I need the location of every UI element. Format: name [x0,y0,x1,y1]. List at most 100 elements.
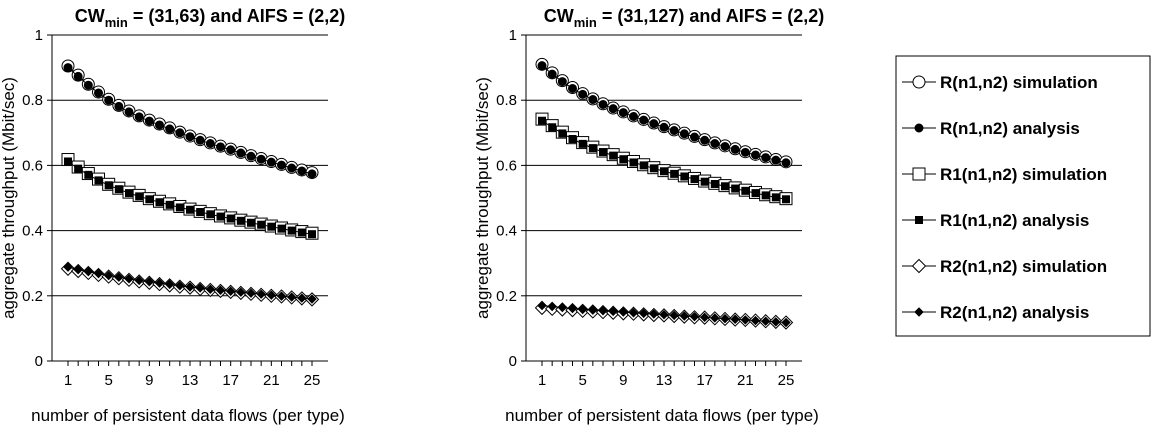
x-tick-label: 13 [182,372,199,389]
data-point [297,166,307,176]
data-point [64,157,72,166]
y-tick-label: 0.8 [496,92,517,109]
data-point [568,134,577,143]
legend-marker [914,307,924,317]
data-point [771,193,780,202]
data-point [731,184,740,193]
data-point [195,135,205,145]
data-point [216,212,225,221]
data-point [578,89,588,99]
data-point [538,116,546,125]
data-point [588,95,598,105]
legend-entry: R1(n1,n2) simulation [902,165,1107,184]
data-point [578,139,587,148]
data-point [567,303,578,314]
legend-marker [912,167,926,181]
legend-box [895,55,1151,337]
x-tick-label: 9 [145,372,153,389]
y-tick-label: 0.6 [22,157,43,174]
x-tick-label: 5 [104,372,112,389]
y-tick-label: 0.6 [496,157,517,174]
legend-entry: R(n1,n2) analysis [902,119,1080,138]
x-tick-label: 21 [263,372,280,389]
data-point [287,226,296,235]
data-point [154,278,165,288]
data-point [226,214,235,223]
y-tick-label: 1 [35,27,43,44]
legend-entry: R(n1,n2) simulation [902,73,1098,92]
x-tick-label: 5 [578,372,586,389]
data-point [256,154,266,164]
data-point [750,315,761,326]
data-point [73,265,83,275]
y-tick-label: 0.2 [22,288,43,305]
data-point [599,148,607,157]
legend-marker [911,258,927,274]
data-point [547,69,557,79]
data-point [195,283,205,293]
data-point [215,285,226,295]
data-point [558,129,567,138]
legend-label: R(n1,n2) analysis [940,119,1080,138]
chart-title-subscript: min [105,15,128,30]
y-axis-label: aggregate throughput (Mbit/sec) [0,77,18,319]
data-point [73,71,83,81]
data-point [740,315,751,325]
data-point [690,175,699,184]
data-point [721,182,729,191]
data-point [145,195,154,204]
data-point [700,177,709,186]
data-point [700,135,710,145]
data-point [659,122,669,132]
data-point [297,228,306,237]
series-diamond-filled [63,262,317,304]
data-point [629,112,638,121]
data-point [639,115,649,125]
data-point [308,230,316,239]
data-point [297,293,307,303]
data-point [277,224,286,233]
data-point [618,108,628,118]
data-point [689,311,700,322]
data-point [205,284,216,294]
data-point [598,99,608,109]
data-point [548,123,557,132]
data-point [771,317,781,327]
data-point [124,107,134,117]
data-point [164,279,175,290]
data-point [103,270,114,281]
data-point [124,274,134,284]
data-point [761,191,770,200]
data-point [537,300,547,311]
data-point [781,158,791,168]
data-point [114,101,124,111]
x-tick-label: 17 [696,372,713,389]
y-tick-label: 0 [509,353,517,370]
series-circle-filled [537,61,791,168]
x-axis-label: number of persistent data flows (per typ… [31,406,345,425]
data-point [740,147,750,157]
x-tick-label: 1 [538,372,546,389]
legend-marker [912,75,926,89]
data-point [175,280,185,291]
data-point [267,222,276,231]
data-point [256,289,266,299]
y-tick-label: 0.4 [496,223,517,240]
x-tick-label: 9 [619,372,627,389]
data-point [104,181,113,190]
data-point [608,306,618,317]
x-tick-label: 25 [778,372,795,389]
data-point [649,119,659,129]
data-point [186,205,194,214]
chart-title-suffix: = (31,63) and AIFS = (2,2) [128,6,345,26]
y-tick-label: 1 [509,27,517,44]
data-point [266,290,277,300]
data-point [94,88,103,98]
x-tick-label: 13 [656,372,673,389]
data-point [63,63,73,73]
data-point [761,153,771,163]
legend-label: R2(n1,n2) simulation [940,257,1107,276]
data-point [669,126,679,136]
data-point [165,124,175,134]
data-point [771,155,781,165]
